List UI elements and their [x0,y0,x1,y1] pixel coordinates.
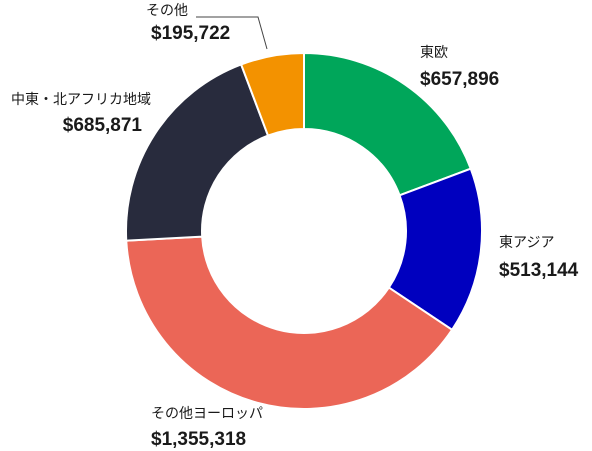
slices-group [125,51,483,410]
label-name-mena: 中東・北アフリカ地域 [11,92,151,108]
label-value-mena: $685,871 [63,115,143,136]
label-value-other-europe: $1,355,318 [151,429,246,450]
label-value-eastern-europe: $657,896 [420,69,499,90]
label-name-east-asia: 東アジア [499,235,554,251]
slice-eastern-europe [303,51,473,197]
slice-other [239,51,305,137]
label-value-other: $195,722 [151,23,230,44]
label-name-other-europe: その他ヨーロッパ [151,406,263,422]
leader-line-other [196,16,268,50]
slice-other-europe [125,235,454,410]
label-name-other: その他 [146,3,188,19]
leader-lines-group [196,16,268,50]
label-value-east-asia: $513,144 [499,260,579,281]
slice-mena [125,63,270,242]
label-name-eastern-europe: 東欧 [420,45,448,61]
